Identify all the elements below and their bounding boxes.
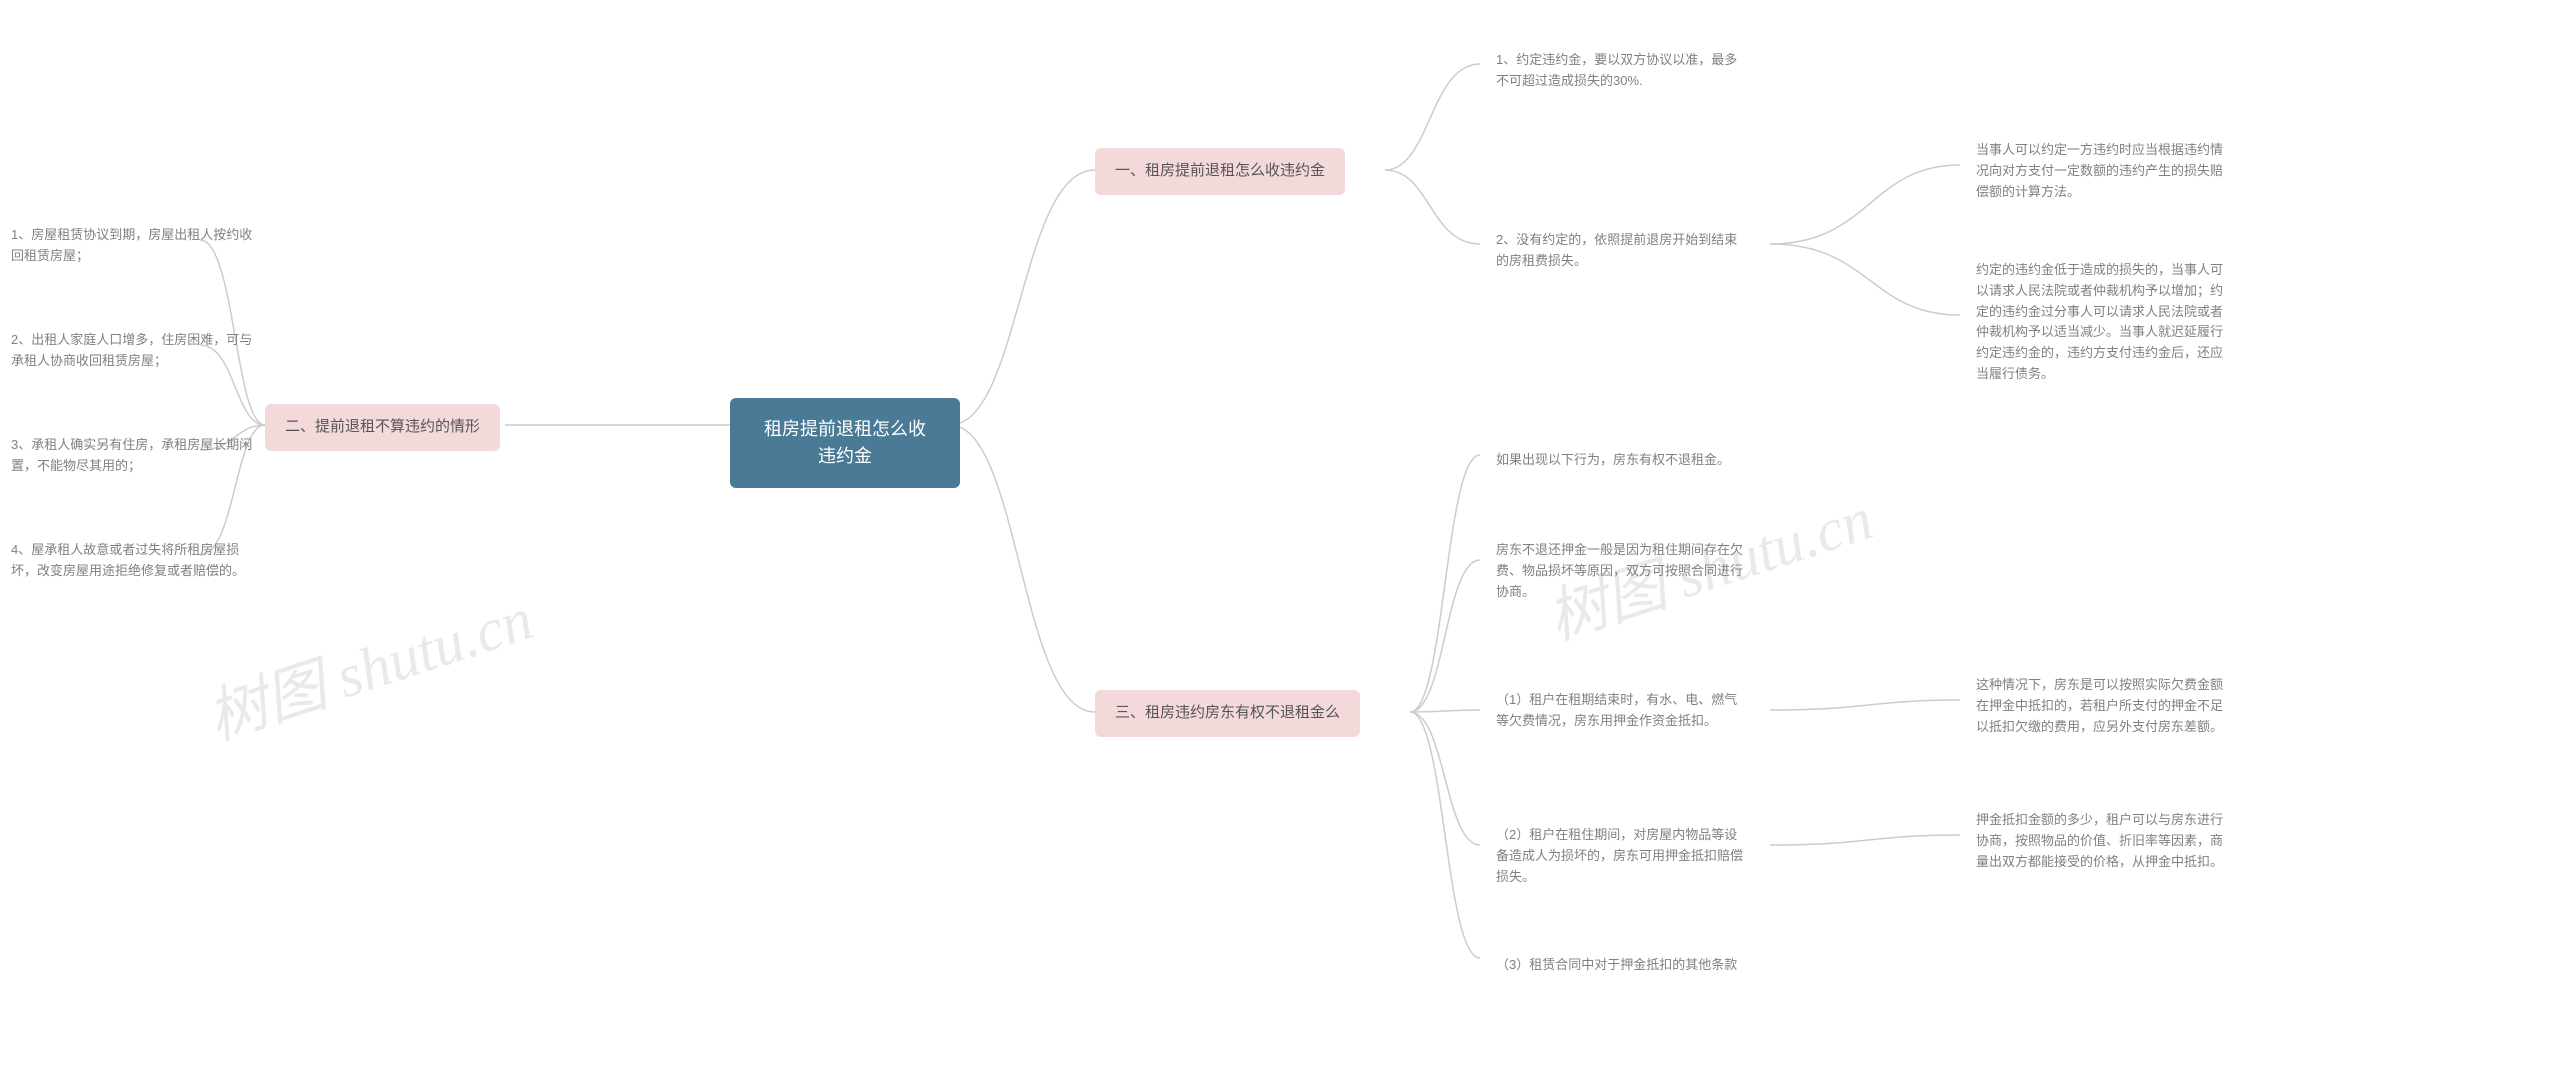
branch-1[interactable]: 一、租房提前退租怎么收违约金 — [1095, 148, 1345, 195]
leaf-b3c3: （1）租户在租期结束时，有水、电、燃气等欠费情况，房东用押金作资金抵扣。 — [1480, 680, 1760, 742]
leaf-b2c3: 3、承租人确实另有住房，承租房屋长期闲置，不能物尽其用的； — [0, 425, 270, 487]
branch-3[interactable]: 三、租房违约房东有权不退租金么 — [1095, 690, 1360, 737]
leaf-b2c4: 4、屋承租人故意或者过失将所租房屋损坏，改变房屋用途拒绝修复或者赔偿的。 — [0, 530, 270, 592]
leaf-b2c1: 1、房屋租赁协议到期，房屋出租人按约收回租赁房屋； — [0, 215, 270, 277]
leaf-b1c1: 1、约定违约金，要以双方协议以准，最多不可超过造成损失的30%. — [1480, 40, 1760, 102]
leaf-b1c2: 2、没有约定的，依照提前退房开始到结束的房租费损失。 — [1480, 220, 1760, 282]
leaf-b1c2b: 约定的违约金低于造成的损失的，当事人可以请求人民法院或者仲裁机构予以增加；约定的… — [1960, 250, 2240, 395]
root-node[interactable]: 租房提前退租怎么收违约金 — [730, 398, 960, 488]
leaf-b3c4: （2）租户在租住期间，对房屋内物品等设备造成人为损坏的，房东可用押金抵扣赔偿损失… — [1480, 815, 1760, 897]
leaf-b3c2: 房东不退还押金一般是因为租住期间存在欠费、物品损坏等原因，双方可按照合同进行协商… — [1480, 530, 1760, 612]
leaf-b3c5: （3）租赁合同中对于押金抵扣的其他条款 — [1480, 945, 1753, 986]
watermark-1: 树图 shutu.cn — [195, 570, 542, 757]
leaf-b1c2a: 当事人可以约定一方违约时应当根据违约情况向对方支付一定数额的违约产生的损失赔偿额… — [1960, 130, 2240, 212]
leaf-b3c3a: 这种情况下，房东是可以按照实际欠费金额在押金中抵扣的，若租户所支付的押金不足以抵… — [1960, 665, 2240, 747]
leaf-b2c2: 2、出租人家庭人口增多，住房困难，可与承租人协商收回租赁房屋； — [0, 320, 270, 382]
branch-2[interactable]: 二、提前退租不算违约的情形 — [265, 404, 500, 451]
leaf-b3c4a: 押金抵扣金额的多少，租户可以与房东进行协商，按照物品的价值、折旧率等因素，商量出… — [1960, 800, 2240, 882]
leaf-b3c1: 如果出现以下行为，房东有权不退租金。 — [1480, 440, 1746, 481]
